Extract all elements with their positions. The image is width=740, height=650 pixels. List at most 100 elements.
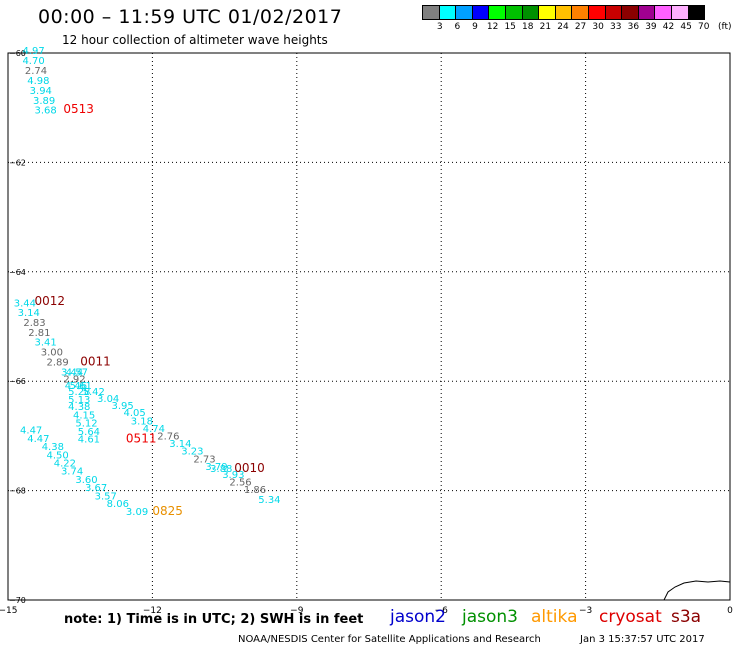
legend-label: 6 <box>454 22 461 32</box>
wave-height-point: 4.74 <box>143 424 165 435</box>
wave-height-point: 5.64 <box>78 427 100 438</box>
x-tick-label: −6 <box>435 606 449 616</box>
wave-height-point: 5.13 <box>68 395 90 406</box>
wave-height-point: 5.12 <box>75 419 97 430</box>
coastline <box>663 580 731 601</box>
y-tick-label: −64 <box>9 268 26 277</box>
legend-label: 9 <box>472 22 478 32</box>
legend-label: 45 <box>680 22 692 32</box>
wave-height-point: 3.04 <box>97 394 119 405</box>
legend-label: 70 <box>697 22 710 32</box>
x-tick-label: −9 <box>290 606 304 616</box>
pass-time-label: 0012 <box>34 294 65 308</box>
wave-height-point: 3.93 <box>222 470 244 481</box>
satellite-altika: altika <box>531 607 578 627</box>
wave-height-point: 3.44 <box>61 368 83 379</box>
wave-height-point: 4.97 <box>22 46 44 57</box>
wave-height-point: 4.61 <box>78 434 100 445</box>
footer-credit: NOAA/NESDIS Center for Satellite Applica… <box>238 634 541 645</box>
wave-height-point: 4.98 <box>27 76 49 87</box>
y-tick-label: −68 <box>9 487 26 496</box>
legend-label: 33 <box>610 22 622 32</box>
wave-height-point: 3.23 <box>181 446 203 457</box>
legend-label: 3 <box>436 22 443 32</box>
chart-title: 00:00 – 11:59 UTC 01/02/2017 <box>38 6 343 28</box>
legend-labels: 3 6 9 12 15 18 21 24 27 30 33 36 39 42 45 70 <box>422 22 713 32</box>
wave-height-point: 3.95 <box>111 401 133 412</box>
wave-height-point: 4.47 <box>20 426 42 437</box>
y-tick-label: −62 <box>9 158 26 167</box>
wave-height-point: 3.60 <box>75 475 97 486</box>
wave-height-point: 3.79 <box>205 462 227 473</box>
wave-height-point: 5.28 <box>68 387 90 398</box>
wave-height-point: 4.46 <box>65 381 87 392</box>
wave-height-point: 2.74 <box>25 66 47 77</box>
legend-label: 36 <box>627 22 640 32</box>
legend-label: 42 <box>662 22 675 32</box>
wave-height-point: 3.14 <box>18 308 40 319</box>
legend-unit: (ft) <box>718 22 732 32</box>
wave-height-point: 4.05 <box>124 408 146 419</box>
footer-timestamp: Jan 3 15:37:57 UTC 2017 <box>580 634 705 645</box>
wave-height-point: 4.22 <box>54 459 76 470</box>
legend-label: 39 <box>645 22 657 32</box>
satellite-jason3: jason3 <box>462 607 518 627</box>
satellite-cryosat: cryosat <box>599 607 662 627</box>
wave-height-point: 5.42 <box>83 387 105 398</box>
satellite-jason2: jason2 <box>390 607 446 627</box>
legend-label: 27 <box>574 22 587 32</box>
wave-height-point: 2.81 <box>28 328 50 339</box>
wave-height-point: 3.41 <box>34 338 56 349</box>
chart-subtitle: 12 hour collection of altimeter wave hei… <box>62 33 328 47</box>
wave-height-point: 4.57 <box>66 368 88 379</box>
wave-height-point: 4.38 <box>68 402 90 413</box>
x-tick-label: −15 <box>0 606 18 616</box>
wave-height-point: 4.70 <box>22 56 44 67</box>
y-tick-label: −70 <box>9 596 26 605</box>
y-tick-label: −60 <box>9 49 26 58</box>
color-legend: 3 6 9 12 15 18 21 24 27 30 33 36 39 42 45 70 <box>422 5 713 32</box>
pass-time-label: 0513 <box>63 102 94 116</box>
wave-height-point: 3.00 <box>41 347 63 358</box>
satellite-s3a: s3a <box>671 607 702 627</box>
wave-height-point: 3.18 <box>131 416 153 427</box>
legend-label: 15 <box>504 22 516 32</box>
wave-height-point: 1.86 <box>244 485 266 496</box>
wave-height-point: 2.92 <box>63 374 85 385</box>
x-tick-label: 0 <box>727 606 733 616</box>
wave-height-point: 5.34 <box>258 495 280 506</box>
wave-height-point: 3.67 <box>85 483 107 494</box>
wave-height-point: 3.57 <box>95 491 117 502</box>
wave-height-point: 3.68 <box>34 106 56 117</box>
wave-height-point: 3.94 <box>30 86 52 97</box>
wave-height-point: 4.38 <box>42 442 64 453</box>
wave-height-point: 2.56 <box>229 478 251 489</box>
legend-label: 21 <box>539 22 552 32</box>
wave-height-point: 4.50 <box>47 450 69 461</box>
wave-height-point: 8.06 <box>107 499 129 510</box>
x-tick-label: −12 <box>143 606 162 616</box>
legend-swatch <box>687 5 706 20</box>
wave-height-point: 3.74 <box>61 467 83 478</box>
legend-swatches <box>422 5 713 20</box>
wave-height-point: 2.76 <box>157 432 179 443</box>
wave-height-point: 4.47 <box>27 434 49 445</box>
wave-height-point: 2.89 <box>47 357 69 368</box>
pass-time-label: 0010 <box>234 461 265 475</box>
y-tick-label: −66 <box>9 377 26 386</box>
wave-height-point: 3.44 <box>14 298 36 309</box>
wave-height-point: 3.88 <box>210 464 232 475</box>
wave-height-point: 3.09 <box>126 507 148 518</box>
plot-frame <box>7 52 731 601</box>
legend-label: 18 <box>522 22 534 32</box>
wave-height-point: 2.83 <box>23 318 45 329</box>
footer-note: note: 1) Time is in UTC; 2) SWH is in fe… <box>64 612 364 627</box>
legend-label: 30 <box>592 22 604 32</box>
x-tick-label: −3 <box>579 606 592 616</box>
pass-time-label: 0511 <box>126 431 157 445</box>
wave-height-point: 3.89 <box>33 96 55 107</box>
wave-height-point: 2.73 <box>193 455 215 466</box>
legend-label: 12 <box>486 22 499 32</box>
wave-height-point: 3.14 <box>169 439 191 450</box>
